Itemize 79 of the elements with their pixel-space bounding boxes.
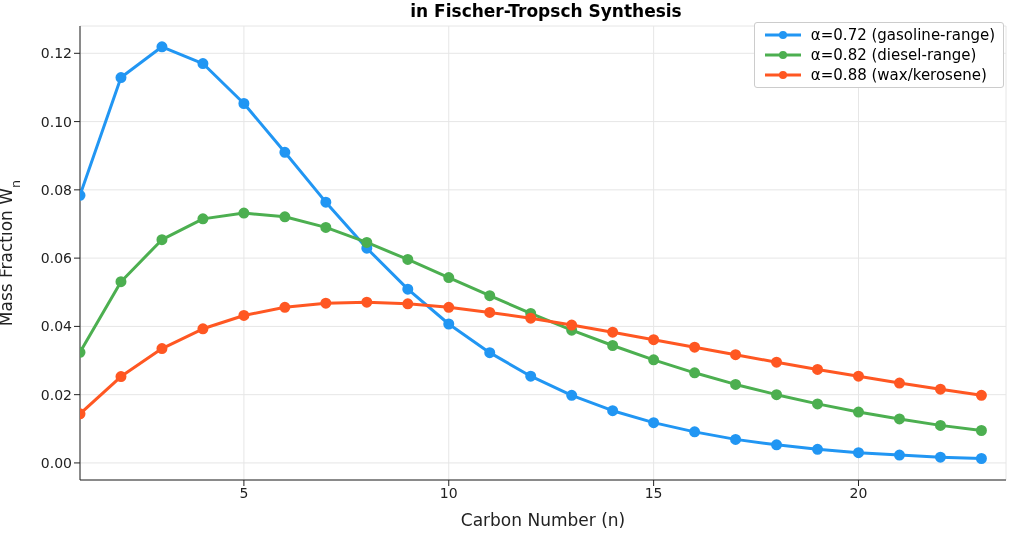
point [566,389,578,401]
point [934,383,946,395]
y-tick-label: 0.04 [40,318,73,335]
point [812,363,824,375]
x-tick-label: 5 [239,484,249,501]
x-axis-title: Carbon Number (n) [460,510,626,530]
point [156,234,168,246]
point [607,340,619,352]
point [689,367,701,379]
point [320,221,332,233]
point [279,146,291,158]
point [853,370,864,382]
point [361,236,373,248]
point [893,449,905,461]
y-tick-label: 0.12 [40,45,72,62]
point [115,72,127,84]
point [975,453,987,464]
point [484,306,496,318]
point [771,439,783,451]
point [320,297,332,309]
point [115,371,127,383]
y-tick-label: 0.06 [40,250,73,267]
point [402,283,414,295]
x-tick-label: 20 [849,484,868,501]
point [566,319,578,331]
point [689,341,701,353]
point [443,318,455,330]
legend-label: α=0.88 (wax/kerosene) [810,65,987,85]
legend-label: α=0.82 (diesel-range) [810,45,977,65]
point [812,398,824,410]
point [402,253,414,265]
point [402,298,414,310]
point [975,425,987,436]
point [771,356,783,368]
point [279,211,291,223]
point [279,301,291,313]
y-tick-label: 0.10 [40,113,72,130]
point [771,389,783,401]
point [197,323,209,335]
point [689,426,701,438]
legend-label: α=0.72 (gasoline-range) [810,25,995,45]
point [197,58,209,70]
point [238,207,250,219]
point [812,443,824,455]
point [238,309,250,321]
point [648,354,660,366]
point [525,312,537,324]
point [853,406,864,418]
point [648,334,660,346]
x-tick-label: 15 [644,484,663,501]
point [607,326,619,338]
point [443,301,455,313]
point [607,405,619,417]
point [648,417,660,429]
point [361,296,373,308]
y-tick-label: 0.08 [40,181,72,198]
point [115,276,127,288]
point [893,413,905,425]
point [853,447,864,459]
point [443,272,455,284]
point [934,451,946,463]
point [730,378,742,390]
y-tick-label: 0.02 [40,386,72,403]
point [730,433,742,445]
point [730,349,742,361]
point [525,370,537,382]
point [197,213,209,225]
chart-title: in Fischer-Tropsch Synthesis [409,0,683,22]
point [320,196,332,208]
point [934,419,946,431]
point [156,41,168,53]
y-tick-label: 0.00 [40,454,72,471]
point [893,377,905,389]
point [156,343,168,355]
point [484,347,496,359]
point [975,389,987,401]
point [484,290,496,302]
x-tick-label: 10 [439,484,458,501]
point [238,97,250,109]
